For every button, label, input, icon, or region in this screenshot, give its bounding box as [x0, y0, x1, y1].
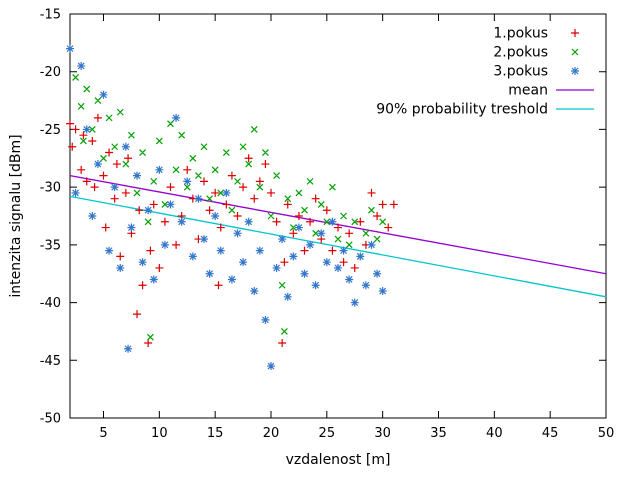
tick-label: 90% probability treshold — [376, 102, 548, 118]
tick-label: -40 — [40, 296, 61, 311]
legend-marker-asterisk — [571, 67, 579, 75]
tick-label: -30 — [40, 181, 61, 196]
tick-label: -35 — [40, 238, 61, 253]
y-axis-label: intenzita signalu [dBm] — [8, 134, 24, 298]
tick-label: 5 — [99, 426, 107, 441]
plot-border — [69, 13, 607, 419]
series-2-points — [72, 74, 387, 341]
x-axis-label: vzdalenost [m] — [285, 452, 391, 468]
legend: 1.pokus 2.pokus 3.pokus mean 90% probability… — [376, 26, 594, 118]
tick-label: 10 — [151, 426, 168, 441]
tick-label: 20 — [263, 426, 280, 441]
tick-label: mean — [508, 83, 548, 99]
tick-label: -50 — [40, 412, 61, 427]
series-3-points — [66, 44, 387, 371]
legend-marker-plus — [571, 29, 579, 37]
tick-label: -15 — [40, 8, 61, 23]
line-threshold — [69, 195, 607, 298]
tick-label: 50 — [598, 426, 615, 441]
tick-label: 30 — [374, 426, 391, 441]
tick-label: 40 — [486, 426, 503, 441]
y-axis-ticks: -50 -45 -40 -35 -30 -25 -20 -15 — [40, 8, 606, 427]
tick-label: -25 — [40, 123, 61, 138]
tick-label: 25 — [319, 426, 336, 441]
tick-label: 35 — [430, 426, 447, 441]
tick-label: 15 — [207, 426, 224, 441]
tick-label: 45 — [542, 426, 559, 441]
series-1-points — [66, 113, 398, 347]
tick-label: 1.pokus — [493, 26, 548, 42]
tick-label: 2.pokus — [493, 45, 548, 61]
x-axis-ticks: 5 10 15 20 25 30 35 40 45 50 — [99, 14, 614, 441]
tick-label: -45 — [40, 354, 61, 369]
tick-label: -20 — [40, 65, 61, 80]
legend-marker-cross — [571, 48, 579, 56]
tick-label: 3.pokus — [493, 64, 548, 80]
